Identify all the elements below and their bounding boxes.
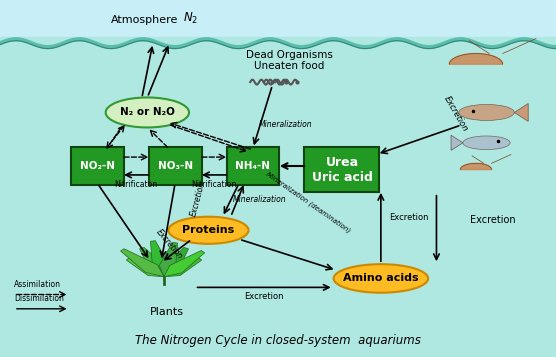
Polygon shape [164, 251, 205, 277]
Bar [0, 37, 556, 357]
Polygon shape [460, 164, 492, 170]
Text: NH₄-N: NH₄-N [236, 161, 270, 171]
FancyBboxPatch shape [305, 147, 379, 192]
Text: Mineralization: Mineralization [259, 120, 312, 130]
Text: Amino acids: Amino acids [343, 273, 419, 283]
Text: Excretion: Excretion [155, 228, 185, 261]
Polygon shape [164, 257, 202, 277]
Text: Atmosphere: Atmosphere [111, 15, 178, 25]
Text: Nitrificaton: Nitrificaton [115, 180, 158, 188]
Polygon shape [451, 135, 463, 150]
Text: Excretion: Excretion [244, 292, 284, 301]
Ellipse shape [459, 104, 514, 120]
Polygon shape [151, 241, 169, 277]
Text: Nitrification: Nitrification [191, 180, 237, 188]
Text: Mineralization: Mineralization [232, 195, 286, 204]
Text: NO₃-N: NO₃-N [157, 161, 193, 171]
Polygon shape [159, 242, 177, 277]
Text: Proteins: Proteins [182, 225, 235, 235]
Text: Dead Organisms
Uneaten food: Dead Organisms Uneaten food [246, 50, 332, 71]
Ellipse shape [168, 217, 249, 244]
Text: N₂ or N₂O: N₂ or N₂O [120, 107, 175, 117]
FancyBboxPatch shape [227, 147, 280, 185]
Text: N$_2$: N$_2$ [183, 11, 199, 26]
FancyBboxPatch shape [71, 147, 123, 185]
Text: Plants: Plants [150, 307, 184, 317]
Text: Urea
Uric acid: Urea Uric acid [311, 156, 373, 183]
Text: Excretion: Excretion [389, 213, 429, 222]
Polygon shape [126, 257, 164, 277]
Polygon shape [140, 247, 165, 277]
Text: NO₂-N: NO₂-N [80, 161, 115, 171]
Text: The Nitrogen Cycle in closed-system  aquariums: The Nitrogen Cycle in closed-system aqua… [135, 335, 421, 347]
Ellipse shape [334, 264, 428, 293]
Polygon shape [449, 54, 503, 64]
Polygon shape [514, 104, 528, 121]
Ellipse shape [463, 136, 510, 150]
Bar [0, 0, 556, 48]
Text: Excretion: Excretion [470, 215, 515, 225]
Polygon shape [121, 249, 164, 277]
Text: Dissimilation: Dissimilation [14, 295, 64, 303]
Ellipse shape [106, 97, 189, 127]
FancyBboxPatch shape [149, 147, 202, 185]
Text: Mineralization (deamination): Mineralization (deamination) [265, 170, 352, 234]
Polygon shape [163, 247, 188, 277]
Text: Excretion: Excretion [190, 180, 207, 217]
Text: Excretion: Excretion [442, 95, 470, 134]
Text: Assimilation: Assimilation [14, 280, 61, 289]
